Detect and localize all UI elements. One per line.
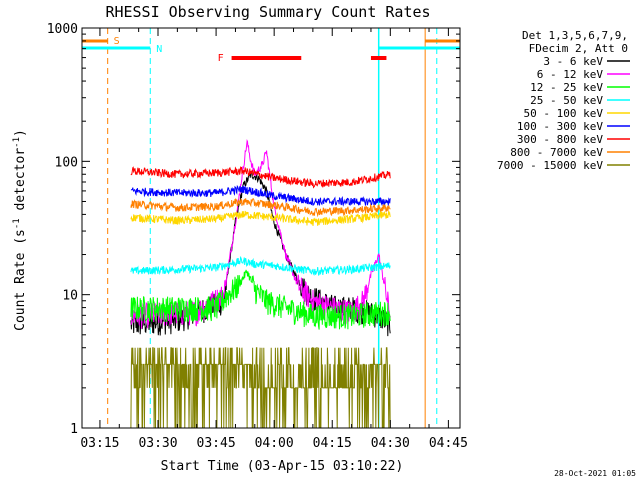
legend-entry-label: 800 - 7000 keV [510,146,603,159]
chart-title: RHESSI Observing Summary Count Rates [105,3,430,21]
series-layer [130,138,391,429]
legend-entry-label: 12 - 25 keV [530,81,603,94]
footer-date: 28-Oct-2021 01:05 [554,469,636,478]
series-line [130,197,391,218]
saa-flag-label: S [114,36,120,47]
x-axis-label: Start Time (03-Apr-15 03:10:22) [161,459,404,474]
legend-entry-label: 7000 - 15000 keV [497,159,603,172]
legend: Det 1,3,5,6,7,9,FDecim 2, Att 03 - 6 keV… [497,29,630,172]
x-tick-label: 03:30 [138,436,177,451]
x-tick-label: 04:15 [313,436,352,451]
y-tick-label: 1 [70,422,78,437]
series-line [130,184,391,207]
plot-frame [81,27,461,429]
legend-header-line: Det 1,3,5,6,7,9, [522,29,628,42]
legend-entry-label: 3 - 6 keV [543,55,603,68]
x-tick-label: 04:00 [255,436,294,451]
x-tick-label: 04:30 [371,436,410,451]
legend-entry-label: 300 - 800 keV [517,133,603,146]
legend-header-line: FDecim 2, Att 0 [529,42,628,55]
flare-flag-label: F [218,53,224,64]
y-tick-label: 100 [55,155,78,170]
y-axis-label: Count Rate (s-1 detector-1) [12,129,28,331]
x-tick-label: 03:15 [80,436,119,451]
x-tick-label: 03:45 [197,436,236,451]
y-tick-label: 10 [62,289,78,304]
series-line [130,269,391,330]
legend-entry-label: 50 - 100 keV [524,107,604,120]
legend-entry-label: 25 - 50 keV [530,94,603,107]
legend-entry-label: 6 - 12 keV [537,68,604,81]
series-line [130,165,391,189]
y-tick-label: 1000 [47,22,78,37]
axes-layer: 03:15 03:30 03:45 04:00 04:15 04:30 04:45 1 10 10… [47,22,468,451]
legend-entry-label: 100 - 300 keV [517,120,603,133]
series-line [130,209,391,227]
x-tick-label: 04:45 [429,436,468,451]
night-flag-label: N [156,44,162,55]
series-line [130,255,391,276]
series-line [130,347,391,429]
